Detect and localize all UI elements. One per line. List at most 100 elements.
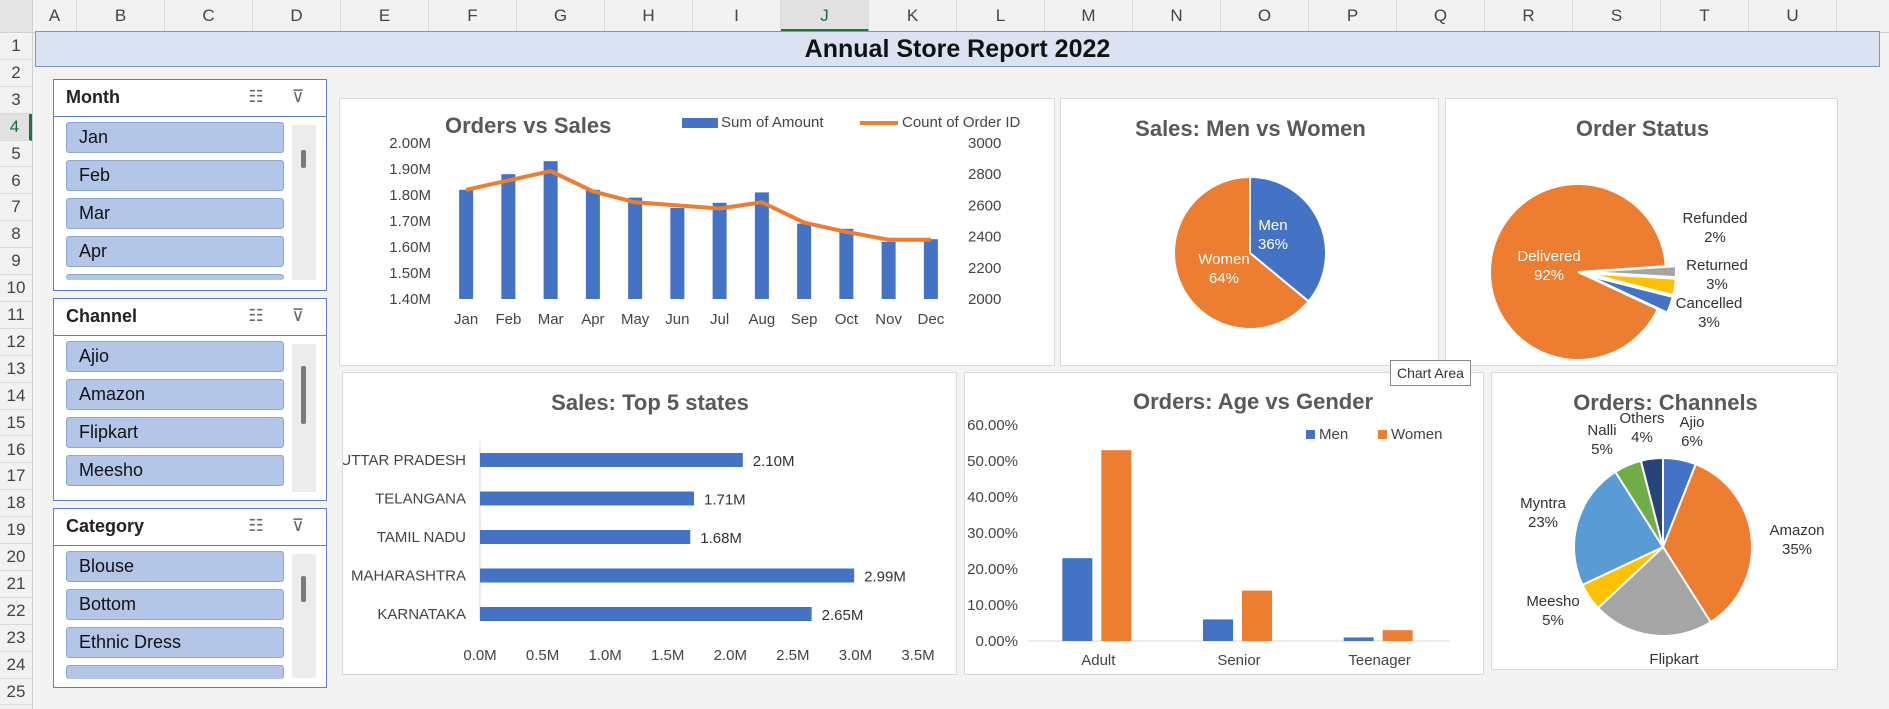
column-header[interactable]: N (1133, 0, 1221, 32)
column-header[interactable]: E (341, 0, 429, 32)
row-header[interactable]: 15 (0, 410, 32, 437)
row-header[interactable]: 20 (0, 544, 32, 571)
x-tick-label: 0.5M (526, 647, 559, 664)
chart-orders-vs-sales[interactable]: Orders vs Sales 1.40M 1.50M 1.60M 1.70M 1.80… (339, 98, 1055, 366)
bar (670, 208, 685, 299)
y-tick-label: 40.00% (967, 489, 1018, 506)
slicer-scrollbar[interactable] (292, 125, 316, 280)
legend-label: Count of Order ID (902, 114, 1021, 131)
slicer-month[interactable]: Month ☷ ⊽ Jan Feb Mar Apr (53, 79, 327, 291)
bar (754, 192, 769, 299)
slicer-item[interactable]: Ethnic Dress (66, 627, 284, 658)
row-header[interactable]: 22 (0, 598, 32, 625)
column-header[interactable]: U (1749, 0, 1837, 32)
row-header[interactable]: 14 (0, 383, 32, 410)
multi-select-icon[interactable]: ☷ (248, 516, 264, 535)
slicer-item[interactable]: Flipkart (66, 417, 284, 448)
chart-age-vs-gender[interactable]: Orders: Age vs Gender 0.00% 10.00% 20.00% 3… (964, 372, 1484, 675)
y-tick-label: KARNATAKA (377, 606, 466, 623)
column-header[interactable]: P (1309, 0, 1397, 32)
column-header[interactable]: B (77, 0, 165, 32)
multi-select-icon[interactable]: ☷ (248, 306, 264, 325)
y-tick-label: 1.40M (389, 291, 431, 308)
slicer-item[interactable]: Feb (66, 160, 284, 191)
report-title[interactable]: Annual Store Report 2022 (35, 31, 1880, 67)
column-header[interactable]: L (957, 0, 1045, 32)
slicer-item[interactable]: Apr (66, 236, 284, 267)
slicer-header: Category ☷ ⊽ (54, 509, 326, 546)
y-tick-label: UTTAR PRADESH (343, 452, 466, 469)
row-header[interactable]: 8 (0, 221, 32, 249)
column-header[interactable]: T (1661, 0, 1749, 32)
clear-filter-icon[interactable]: ⊽ (291, 516, 305, 535)
row-header[interactable]: 10 (0, 275, 32, 302)
column-header[interactable]: G (517, 0, 605, 32)
x-tick-label: 2.5M (776, 647, 809, 664)
row-header[interactable]: 6 (0, 168, 32, 195)
data-label: 1.71M (704, 492, 746, 509)
column-header[interactable]: M (1045, 0, 1133, 32)
row-header[interactable]: 12 (0, 329, 32, 356)
row-header[interactable]: 13 (0, 356, 32, 383)
row-header[interactable]: 21 (0, 571, 32, 598)
pie-slice (1249, 175, 1327, 303)
y2-tick-label: 2800 (968, 166, 1001, 183)
chart-sales-men-women[interactable]: Sales: Men vs Women Men 36% Women 64% (1060, 98, 1439, 366)
row-header[interactable]: 11 (0, 302, 32, 329)
pie-value-label: 5% (1542, 612, 1564, 629)
pie-label: Amazon (1769, 522, 1824, 539)
clear-filter-icon[interactable]: ⊽ (291, 87, 305, 106)
column-header[interactable]: D (253, 0, 341, 32)
row-header[interactable]: 25 (0, 679, 32, 706)
y-tick-label: 30.00% (967, 525, 1018, 542)
column-header[interactable]: I (693, 0, 781, 32)
slicer-item[interactable]: Amazon (66, 379, 284, 410)
y-tick-label: 1.70M (389, 213, 431, 230)
row-header[interactable]: 23 (0, 625, 32, 652)
column-header[interactable]: C (165, 0, 253, 32)
slicer-item[interactable]: Mar (66, 198, 284, 229)
column-header[interactable]: J (781, 0, 869, 32)
row-header[interactable]: 16 (0, 437, 32, 464)
row-header[interactable]: 18 (0, 490, 32, 518)
slicer-title: Month (66, 87, 120, 107)
column-header[interactable]: A (33, 0, 77, 32)
x-tick-label: 3.5M (901, 647, 934, 664)
slicer-category[interactable]: Category ☷ ⊽ Blouse Bottom Ethnic Dress (53, 508, 327, 688)
slicer-item[interactable]: Ajio (66, 341, 284, 372)
chart-order-status[interactable]: Order Status Delivered 92% Refunded 2% Retur… (1445, 98, 1838, 366)
row-header[interactable]: 3 (0, 87, 32, 114)
slicer-item[interactable]: Meesho (66, 455, 284, 486)
chart-top5-states[interactable]: Sales: Top 5 states UTTAR PRADESH 2.10M TE… (340, 372, 957, 675)
slicer-item[interactable]: Bottom (66, 589, 284, 620)
row-header[interactable]: 17 (0, 463, 32, 491)
row-header[interactable]: 5 (0, 141, 32, 168)
slicer-scrollbar[interactable] (292, 344, 316, 492)
row-header[interactable]: 24 (0, 652, 32, 679)
data-label: 1.68M (700, 530, 742, 547)
row-header[interactable]: 4 (0, 113, 32, 141)
select-all-corner[interactable] (0, 0, 33, 33)
x-tick-label: Aug (749, 311, 776, 328)
column-header[interactable]: R (1485, 0, 1573, 32)
slicer-item[interactable]: Blouse (66, 551, 284, 582)
chart-channels[interactable]: Orders: Channels Ajio 6% Amazon 35% Flipkart… (1491, 372, 1838, 687)
row-header[interactable]: 1 (0, 33, 32, 60)
column-header[interactable]: O (1221, 0, 1309, 32)
bar (480, 453, 743, 467)
column-header[interactable]: H (605, 0, 693, 32)
row-header[interactable]: 2 (0, 60, 32, 87)
column-header[interactable]: S (1573, 0, 1661, 32)
slicer-channel[interactable]: Channel ☷ ⊽ Ajio Amazon Flipkart Meesho (53, 298, 327, 501)
slicer-item[interactable]: Jan (66, 122, 284, 153)
row-header[interactable]: 7 (0, 194, 32, 222)
column-header[interactable]: Q (1397, 0, 1485, 32)
row-header[interactable]: 19 (0, 517, 32, 545)
slicer-scrollbar[interactable] (292, 554, 316, 678)
clear-filter-icon[interactable]: ⊽ (291, 306, 305, 325)
column-header[interactable]: K (869, 0, 957, 32)
multi-select-icon[interactable]: ☷ (248, 87, 264, 106)
column-header[interactable]: F (429, 0, 517, 32)
row-header[interactable]: 9 (0, 248, 32, 276)
